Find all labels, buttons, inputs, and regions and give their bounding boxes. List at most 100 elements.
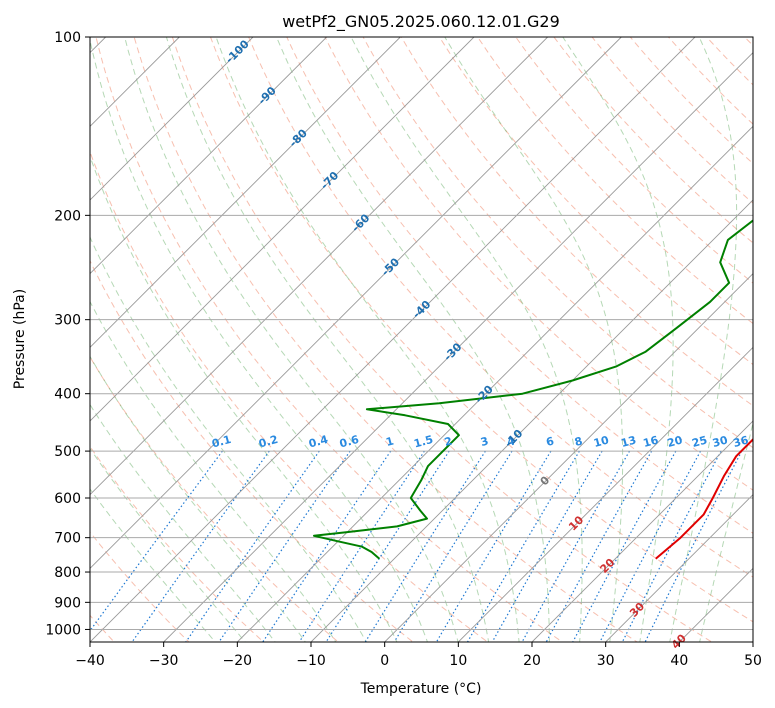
x-tick-label: 50 xyxy=(744,653,762,669)
mixing-ratio-line xyxy=(644,450,743,642)
y-tick-label: 800 xyxy=(54,565,81,581)
x-tick-label: 0 xyxy=(380,653,389,669)
mixing-ratio-label: 30 xyxy=(711,433,729,450)
x-tick-label: −20 xyxy=(223,653,253,669)
x-tick-label: −30 xyxy=(149,653,179,669)
moist-adiabat-line xyxy=(669,37,738,642)
dry-adiabat-line xyxy=(729,0,775,654)
isotherm-label: 0 xyxy=(538,473,553,488)
isotherm-line xyxy=(605,494,753,642)
mixing-ratio-line xyxy=(298,450,425,642)
dry-adiabat-line xyxy=(90,445,265,642)
moist-adiabat-line xyxy=(90,300,337,642)
isotherm-label: -60 xyxy=(349,211,372,234)
y-axis-title: Pressure (hPa) xyxy=(12,289,28,389)
x-tick-label: −10 xyxy=(296,653,326,669)
y-tick-label: 400 xyxy=(54,387,81,403)
mixing-ratio-label: 25 xyxy=(691,433,709,450)
moist-adiabat-line xyxy=(276,37,550,642)
y-tick-label: 700 xyxy=(54,531,81,547)
mixing-ratio-label: 4 xyxy=(506,434,517,449)
y-tick-label: 900 xyxy=(54,595,81,611)
mixing-ratio-line xyxy=(491,450,603,642)
mixing-ratio-line xyxy=(262,450,392,642)
dry-adiabat-line xyxy=(90,259,414,642)
plot-frame xyxy=(89,36,754,643)
dry-adiabat-line xyxy=(171,37,713,642)
temperature-line xyxy=(655,437,753,560)
moist-adiabat-line xyxy=(699,421,753,642)
grid-lines xyxy=(90,37,753,642)
isotherm-line xyxy=(237,125,753,642)
y-tick-label: 300 xyxy=(54,313,81,329)
dry-adiabat-line xyxy=(629,37,753,165)
mixing-ratio-line xyxy=(131,450,270,642)
moist-adiabat-line xyxy=(90,355,307,642)
moist-adiabat-line xyxy=(350,37,583,642)
mixing-ratio-label: 20 xyxy=(666,433,684,450)
mixing-ratio-line xyxy=(621,450,722,642)
x-tick-label: 30 xyxy=(597,653,615,669)
mixing-ratio-label: 13 xyxy=(620,433,638,450)
dry-adiabat-line xyxy=(286,37,753,534)
moist-adiabat-line xyxy=(215,37,520,642)
moist-adiabat-line xyxy=(90,154,398,642)
mixing-ratio-label: 10 xyxy=(592,433,610,450)
dry-adiabat-line xyxy=(248,37,753,578)
y-axis: 100 200 300 400 500 600 700 800 900 1000 xyxy=(45,30,90,638)
moist-adiabat-line xyxy=(444,37,624,642)
mixing-ratio-label: 1 xyxy=(384,434,395,449)
moist-adiabat-line xyxy=(90,447,246,642)
chart-title: wetPf2_GN05.2025.060.12.01.G29 xyxy=(282,12,560,32)
mixing-ratio-line xyxy=(364,450,486,642)
isotherm-line xyxy=(679,567,753,642)
dry-adiabat-line xyxy=(90,531,190,642)
moist-adiabat-line xyxy=(562,37,674,642)
dry-adiabat-line xyxy=(95,37,564,642)
isotherm-line xyxy=(163,52,753,642)
dry-adiabat-line xyxy=(705,37,753,86)
mixing-ratio-label: 0.6 xyxy=(338,433,361,451)
mixing-ratio-line xyxy=(393,450,513,642)
isotherm-label: 10 xyxy=(566,513,586,533)
mixing-ratio-label: 16 xyxy=(642,433,660,450)
isotherm-line xyxy=(90,37,622,569)
isotherm-line xyxy=(531,420,753,642)
isotherm-line xyxy=(310,199,753,642)
moist-adiabat-line xyxy=(90,488,216,642)
moist-adiabat-line xyxy=(90,403,276,642)
mixing-ratio-line xyxy=(325,450,450,642)
mixing-ratio-line xyxy=(545,450,653,642)
x-axis: −40 −30 −20 −10 0 10 20 30 40 50 xyxy=(75,642,762,669)
mixing-ratio-label: 2 xyxy=(443,434,454,449)
isotherm-line xyxy=(90,37,475,422)
moist-adiabat-line xyxy=(90,235,367,642)
isotherm-line xyxy=(90,37,548,496)
y-tick-label: 600 xyxy=(54,491,81,507)
mixing-ratio-label: 0.4 xyxy=(307,433,330,451)
isotherm-line xyxy=(458,346,753,642)
isotherm-label: -10 xyxy=(502,427,525,450)
moist-adiabat-line xyxy=(165,37,490,642)
x-axis-title: Temperature (°C) xyxy=(360,681,482,697)
mixing-ratio-line xyxy=(90,450,223,632)
mixing-ratio-line xyxy=(435,450,552,642)
y-tick-label: 200 xyxy=(54,208,81,224)
dry-adiabat-line xyxy=(90,356,340,642)
mixing-ratio-line xyxy=(185,450,320,642)
dry-adiabat-line xyxy=(90,150,489,642)
isotherm-label: -90 xyxy=(256,84,279,107)
mixing-ratio-line xyxy=(466,450,580,642)
isotherm-line xyxy=(90,37,696,642)
y-tick-label: 100 xyxy=(54,30,81,46)
x-tick-label: −40 xyxy=(75,653,105,669)
mixing-ratio-line xyxy=(521,450,631,642)
moist-adiabat-line xyxy=(124,37,459,642)
dry-adiabat-line xyxy=(553,37,753,244)
x-tick-label: 20 xyxy=(523,653,541,669)
isotherm-label: 20 xyxy=(597,556,617,576)
dry-adiabat-line xyxy=(591,37,753,204)
isotherm-label: -30 xyxy=(441,340,464,363)
mixing-ratio-label: 6 xyxy=(545,434,556,449)
